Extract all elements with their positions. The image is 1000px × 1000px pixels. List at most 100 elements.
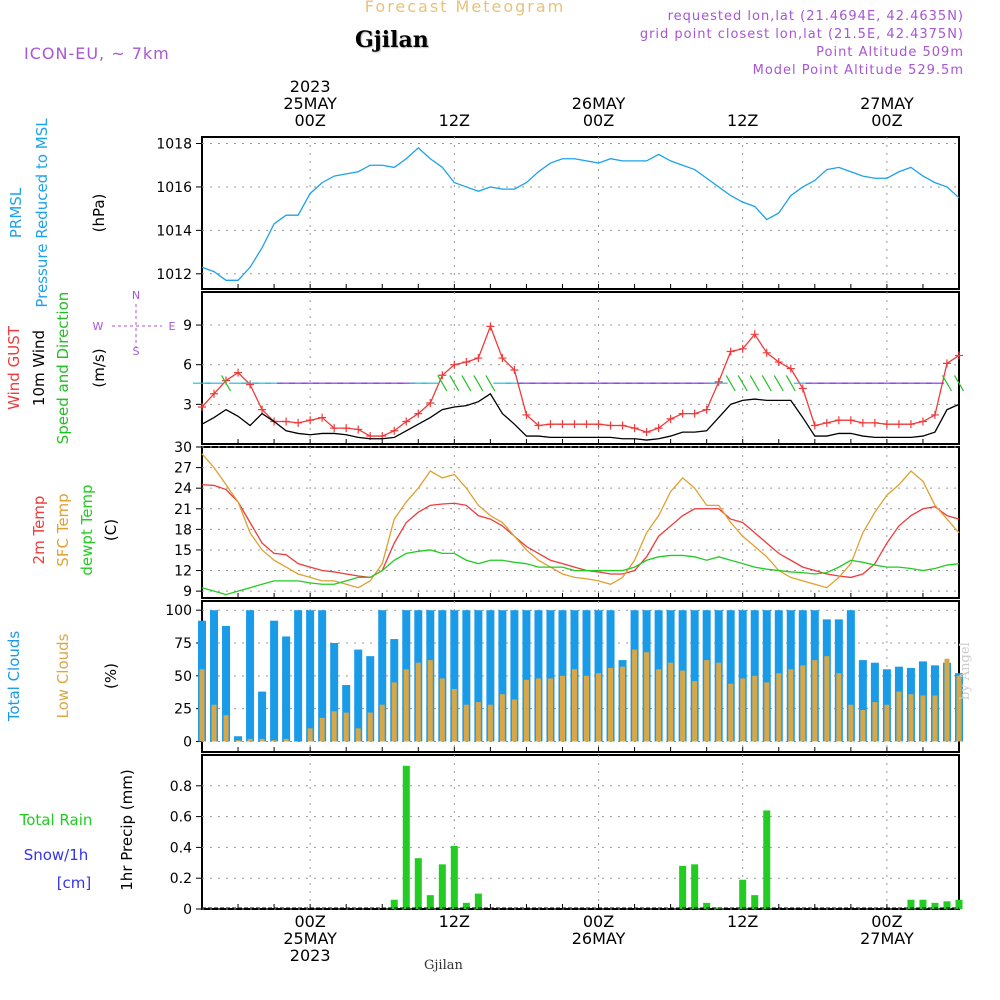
clouds-bar bbox=[523, 679, 529, 742]
model-label: ICON-EU, ~ 7km bbox=[24, 44, 170, 63]
gust-marker bbox=[654, 424, 663, 433]
precip-ytick-label: 0.8 bbox=[170, 779, 192, 795]
precip-label-cm: [cm] bbox=[57, 874, 92, 892]
precip-bar bbox=[907, 899, 915, 909]
wind-arrow bbox=[725, 375, 736, 392]
wind-arrow bbox=[785, 375, 796, 392]
clouds-ytick-label: 100 bbox=[165, 603, 192, 619]
clouds-bar bbox=[740, 678, 746, 742]
precip-bar bbox=[955, 899, 963, 909]
clouds-bar bbox=[716, 662, 722, 742]
temperature-ytick-label: 15 bbox=[174, 543, 192, 559]
clouds-bar bbox=[522, 610, 531, 742]
clouds-bar bbox=[283, 738, 289, 742]
clouds-bar bbox=[234, 736, 243, 742]
gust-marker bbox=[234, 368, 243, 377]
clouds-ytick-label: 75 bbox=[174, 636, 192, 652]
precip-label-snow: Snow/1h bbox=[24, 846, 89, 864]
clouds-bar bbox=[330, 643, 339, 742]
precip-bar bbox=[474, 893, 482, 909]
precip-bar bbox=[414, 858, 422, 909]
precip-bar bbox=[751, 895, 759, 909]
top-time-label: 25MAY bbox=[283, 94, 337, 113]
wind-arrow bbox=[485, 375, 496, 392]
wind-arrow bbox=[461, 375, 472, 392]
clouds-bar bbox=[306, 610, 315, 742]
clouds-bar bbox=[222, 625, 231, 742]
clouds-bar bbox=[258, 691, 267, 742]
temperature-frame bbox=[201, 446, 960, 599]
gust-marker bbox=[678, 409, 687, 418]
clouds-bar bbox=[318, 610, 327, 742]
pressure-ytick-label: 1012 bbox=[156, 267, 192, 283]
precip-bar bbox=[679, 865, 687, 909]
bottom-time-label: 26MAY bbox=[572, 929, 626, 948]
clouds-bar bbox=[726, 610, 735, 742]
gridpoint-lonlat: grid point closest lon,lat (21.5E, 42.43… bbox=[639, 27, 964, 42]
compass-n: N bbox=[132, 289, 140, 302]
gust-marker bbox=[558, 420, 567, 429]
clouds-panel bbox=[196, 600, 963, 753]
model-point-altitude: Model Point Altitude 529.5m bbox=[752, 63, 964, 78]
gust-marker bbox=[906, 420, 915, 429]
precip-ytick-label: 0.2 bbox=[170, 871, 192, 887]
clouds-bar bbox=[846, 610, 855, 742]
gust-marker bbox=[918, 417, 927, 426]
gust-marker bbox=[354, 425, 363, 434]
gust-marker bbox=[510, 365, 519, 374]
clouds-bar bbox=[210, 610, 219, 742]
clouds-bar bbox=[474, 610, 483, 742]
clouds-bar bbox=[367, 712, 373, 742]
precip-unit: 1hr Precip (mm) bbox=[118, 769, 136, 890]
clouds-bar bbox=[752, 675, 758, 742]
clouds-bar bbox=[319, 717, 325, 742]
gust-marker bbox=[594, 420, 603, 429]
clouds-bar bbox=[836, 673, 842, 742]
clouds-bar bbox=[379, 704, 385, 742]
gust-marker bbox=[486, 322, 495, 331]
top-time-label: 00Z bbox=[583, 111, 614, 130]
clouds-bar bbox=[896, 691, 902, 742]
precip-frame bbox=[201, 754, 960, 910]
clouds-bar bbox=[451, 688, 457, 742]
temp-ylabel-2m: 2m Temp bbox=[30, 496, 48, 565]
precip-bar bbox=[691, 864, 699, 909]
clouds-bar bbox=[331, 711, 337, 742]
precip-panel bbox=[196, 754, 963, 910]
gust-marker bbox=[702, 405, 711, 414]
wind-frame bbox=[201, 291, 960, 445]
clouds-bar bbox=[535, 678, 541, 742]
temperature-ytick-label: 18 bbox=[174, 522, 192, 538]
clouds-bar bbox=[235, 740, 241, 742]
clouds-ytick-label: 0 bbox=[183, 734, 192, 750]
clouds-bar bbox=[582, 610, 591, 742]
clouds-bar bbox=[498, 610, 507, 742]
pressure-ytick-label: 1018 bbox=[156, 137, 192, 153]
temperature-ytick-label: 30 bbox=[174, 440, 192, 456]
clouds-bar bbox=[750, 610, 759, 742]
gust-marker bbox=[414, 409, 423, 418]
clouds-bar bbox=[270, 620, 279, 742]
wind-series-line bbox=[201, 324, 960, 437]
precip-bar bbox=[943, 901, 951, 909]
temp-ylabel-sfc: SFC Temp bbox=[54, 493, 72, 566]
clouds-bar bbox=[354, 649, 363, 742]
clouds-bar bbox=[259, 738, 265, 742]
bottom-time-label: 12Z bbox=[439, 912, 470, 931]
precip-ytick-label: 0.4 bbox=[170, 840, 192, 856]
clouds-bar bbox=[403, 669, 409, 742]
clouds-bar bbox=[944, 658, 950, 742]
point-altitude: Point Altitude 509m bbox=[816, 45, 964, 60]
temperature-ytick-label: 21 bbox=[174, 502, 192, 518]
gust-marker bbox=[282, 417, 291, 426]
clouds-bar bbox=[247, 738, 253, 742]
clouds-bar bbox=[932, 695, 938, 742]
clouds-bar bbox=[620, 666, 626, 742]
clouds-bar bbox=[378, 610, 387, 742]
wind-ylabel-10m: 10m Wind bbox=[30, 330, 48, 406]
gust-marker bbox=[955, 351, 963, 360]
clouds-bar bbox=[644, 652, 650, 742]
clouds-bar bbox=[511, 699, 517, 742]
clouds-bar bbox=[776, 673, 782, 742]
